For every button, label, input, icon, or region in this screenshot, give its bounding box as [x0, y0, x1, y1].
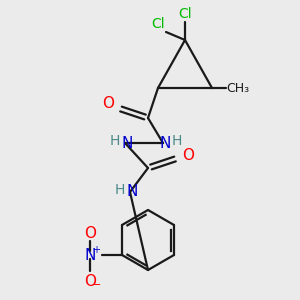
Text: O: O: [102, 97, 114, 112]
Text: N: N: [126, 184, 138, 200]
Text: H: H: [115, 183, 125, 197]
Text: N: N: [84, 248, 96, 262]
Text: H: H: [172, 134, 182, 148]
Text: H: H: [110, 134, 120, 148]
Text: N: N: [159, 136, 171, 151]
Text: Cl: Cl: [151, 17, 165, 31]
Text: O: O: [84, 274, 96, 289]
Text: N: N: [121, 136, 133, 151]
Text: −: −: [92, 280, 102, 290]
Text: CH₃: CH₃: [226, 82, 250, 94]
Text: O: O: [182, 148, 194, 163]
Text: +: +: [92, 245, 100, 255]
Text: O: O: [84, 226, 96, 241]
Text: Cl: Cl: [178, 7, 192, 21]
